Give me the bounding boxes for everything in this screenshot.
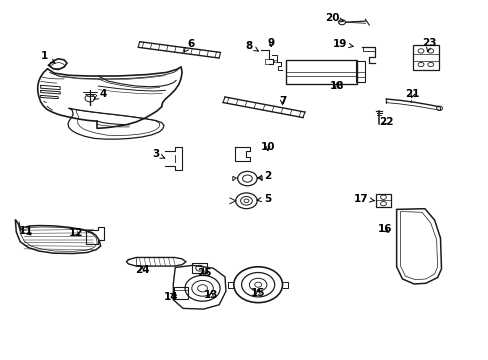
Text: 21: 21 [405, 89, 419, 99]
Bar [191, 263, 207, 273]
Text: 13: 13 [203, 291, 218, 301]
Bar [375, 194, 390, 207]
Bar [285, 59, 356, 84]
Text: 1: 1 [41, 51, 55, 63]
Text: 12: 12 [69, 228, 83, 238]
Text: 14: 14 [163, 292, 178, 302]
Text: 2: 2 [258, 171, 271, 181]
Text: 16: 16 [377, 225, 391, 234]
Text: 3: 3 [152, 149, 164, 159]
Text: 24: 24 [135, 265, 149, 275]
Text: 17: 17 [353, 194, 374, 204]
Text: 18: 18 [329, 81, 344, 91]
Text: 15: 15 [250, 288, 265, 298]
Text: 5: 5 [257, 194, 271, 204]
Text: 25: 25 [197, 268, 211, 278]
Text: 23: 23 [422, 38, 436, 51]
Bar [355, 61, 365, 82]
Text: 19: 19 [332, 39, 352, 49]
Text: 10: 10 [260, 142, 275, 152]
Text: 7: 7 [278, 96, 285, 106]
Text: 8: 8 [245, 41, 258, 51]
Text: 4: 4 [94, 89, 106, 99]
Text: 20: 20 [325, 13, 343, 23]
Text: 9: 9 [267, 38, 274, 48]
Text: 6: 6 [184, 39, 194, 52]
Bar [412, 45, 438, 69]
Bar [174, 287, 187, 300]
Text: 11: 11 [19, 226, 33, 236]
Text: 22: 22 [378, 117, 392, 127]
